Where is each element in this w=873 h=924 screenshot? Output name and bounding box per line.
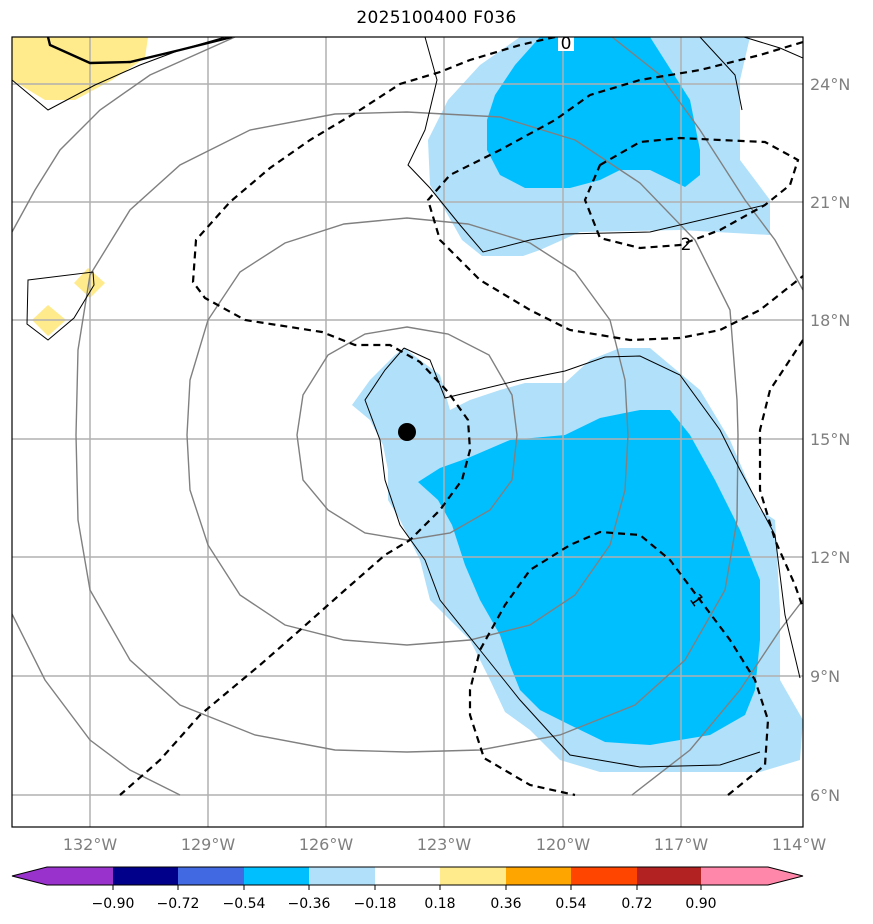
storm-center-marker — [398, 423, 416, 441]
colorbar-tick-label: −0.18 — [354, 896, 397, 912]
colorbar-swatch — [506, 867, 571, 885]
colorbar-swatch — [309, 867, 375, 885]
lat-label-24n: 24°N — [810, 75, 850, 94]
map-plot-area: 0 2 1 — [12, 34, 803, 827]
colorbar-extend-high — [768, 867, 803, 885]
colorbar-tick-label: 0.18 — [424, 896, 455, 912]
colorbar: −0.90 −0.72 −0.54 −0.36 −0.18 0.18 0.36 … — [11, 866, 804, 912]
map-gridlines — [12, 37, 803, 827]
lat-label-12n: 12°N — [810, 548, 850, 567]
colorbar-tick-label: −0.72 — [157, 896, 200, 912]
lon-label-114w: 114°W — [772, 835, 827, 854]
colorbar-swatch — [701, 867, 768, 885]
colorbar-tick-label: −0.90 — [92, 896, 135, 912]
colorbar-swatch — [47, 867, 113, 885]
colorbar-outline — [11, 866, 804, 886]
colorbar-tick-label: 0.90 — [685, 896, 716, 912]
contour-label-bg-0 — [558, 37, 574, 51]
longitude-labels: 132°W 129°W 126°W 123°W 120°W 117°W 114°… — [63, 835, 827, 854]
colorbar-tick-label: 0.36 — [490, 896, 521, 912]
lon-label-132w: 132°W — [63, 835, 118, 854]
lat-label-15n: 15°N — [810, 430, 850, 449]
colorbar-tick-label: −0.36 — [288, 896, 331, 912]
bold-solid-contour — [46, 37, 233, 65]
lon-label-129w: 129°W — [181, 835, 236, 854]
thin-outline-contours — [12, 37, 803, 768]
colorbar-extend-low — [12, 867, 47, 885]
shading-positive-yellow — [12, 37, 148, 336]
lon-label-126w: 126°W — [299, 835, 354, 854]
colorbar-tick-label: 0.54 — [555, 896, 586, 912]
contour-label-2: 2 — [681, 235, 692, 255]
lat-label-6n: 6°N — [810, 786, 840, 805]
colorbar-swatch — [178, 867, 244, 885]
plot-frame — [11, 36, 804, 828]
lon-label-123w: 123°W — [417, 835, 472, 854]
shading-deep-sky-blue — [418, 37, 760, 745]
colorbar-swatch — [637, 867, 701, 885]
colorbar-swatch — [113, 867, 178, 885]
latitude-labels: 24°N 21°N 18°N 15°N 12°N 9°N 6°N — [810, 75, 850, 805]
colorbar-tick-label: −0.54 — [223, 896, 266, 912]
lat-label-9n: 9°N — [810, 667, 840, 686]
lat-label-18n: 18°N — [810, 311, 850, 330]
colorbar-swatch — [440, 867, 506, 885]
colorbar-swatch — [375, 867, 440, 885]
lon-label-117w: 117°W — [654, 835, 709, 854]
colorbar-swatch — [244, 867, 309, 885]
dashed-contours — [119, 37, 803, 797]
colorbar-tick-label: 0.72 — [621, 896, 652, 912]
range-rings — [12, 37, 803, 796]
map-title: 2025100400 F036 — [356, 8, 517, 28]
lon-label-120w: 120°W — [536, 835, 591, 854]
contour-label-0: 0 — [561, 34, 572, 54]
colorbar-swatch — [571, 867, 637, 885]
lat-label-21n: 21°N — [810, 193, 850, 212]
